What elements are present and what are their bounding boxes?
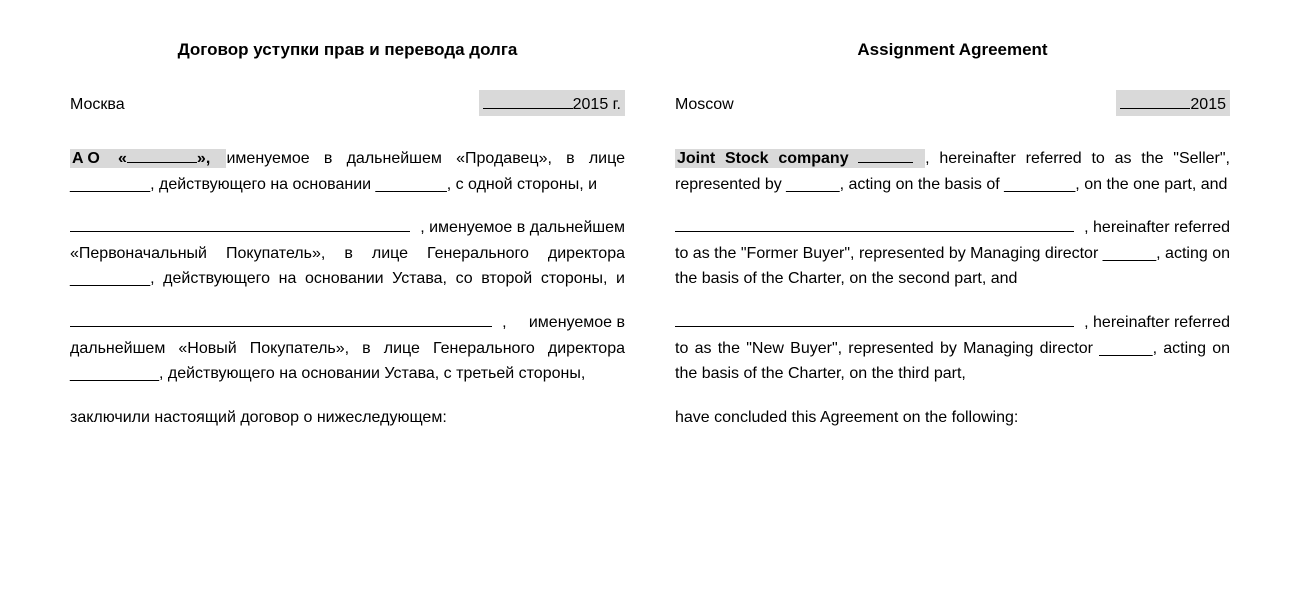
para1-en: Joint Stock company , hereinafter referr… [675, 146, 1230, 197]
para3-en: , hereinafter referred to as the "New Bu… [675, 310, 1230, 387]
para3-body-en: to as the "New Buyer", represented by Ma… [675, 336, 1230, 387]
date-blank-ru [483, 92, 573, 109]
para3-lead-en: , hereinafter referred [675, 310, 1230, 336]
title-ru: Договор уступки прав и перевода долга [70, 40, 625, 60]
para2-body-en: to as the "Former Buyer", represented by… [675, 241, 1230, 292]
column-english: Assignment Agreement Moscow 2015 Joint S… [675, 40, 1230, 580]
document-page: Договор уступки прав и перевода долга Мо… [0, 0, 1300, 600]
para3-ru: , именуемое в дальнейшем «Новый Покупате… [70, 310, 625, 387]
para2-blank-ru [70, 215, 410, 232]
date-row-en: Moscow 2015 [675, 90, 1230, 116]
title-en: Assignment Agreement [675, 40, 1230, 60]
para2-ru: , именуемое в дальнейшем «Первоначальный… [70, 215, 625, 292]
para3-body-ru: дальнейшем «Новый Покупатель», в лице Ге… [70, 336, 625, 387]
para2-lead-en: , hereinafter referred [675, 215, 1230, 241]
para3-blank-en [675, 310, 1074, 327]
date-row-ru: Москва 2015 г. [70, 90, 625, 116]
para1-ru: АО «», именуемое в дальнейшем «Продавец»… [70, 146, 625, 197]
para3-blank-ru [70, 310, 492, 327]
column-russian: Договор уступки прав и перевода долга Мо… [70, 40, 625, 580]
date-field-ru: 2015 г. [479, 90, 625, 116]
date-blank-en [1120, 92, 1190, 109]
city-ru: Москва [70, 96, 125, 114]
para4-en: have concluded this Agreement on the fol… [675, 405, 1230, 431]
para2-blank-en [675, 215, 1074, 232]
party-prefix-en: Joint Stock company [675, 149, 925, 168]
city-en: Moscow [675, 96, 734, 114]
party-prefix-ru: АО «», [70, 149, 226, 168]
year-en: 2015 [1190, 96, 1226, 114]
date-field-en: 2015 [1116, 90, 1230, 116]
para2-en: , hereinafter referred to as the "Former… [675, 215, 1230, 292]
para3-lead-ru: , именуемое в [70, 310, 625, 336]
para4-ru: заключили настоящий договор о нижеследую… [70, 405, 625, 431]
para2-lead-ru: , именуемое в дальнейшем [70, 215, 625, 241]
para2-body-ru: «Первоначальный Покупатель», в лице Гене… [70, 241, 625, 292]
year-ru: 2015 г. [573, 96, 621, 114]
